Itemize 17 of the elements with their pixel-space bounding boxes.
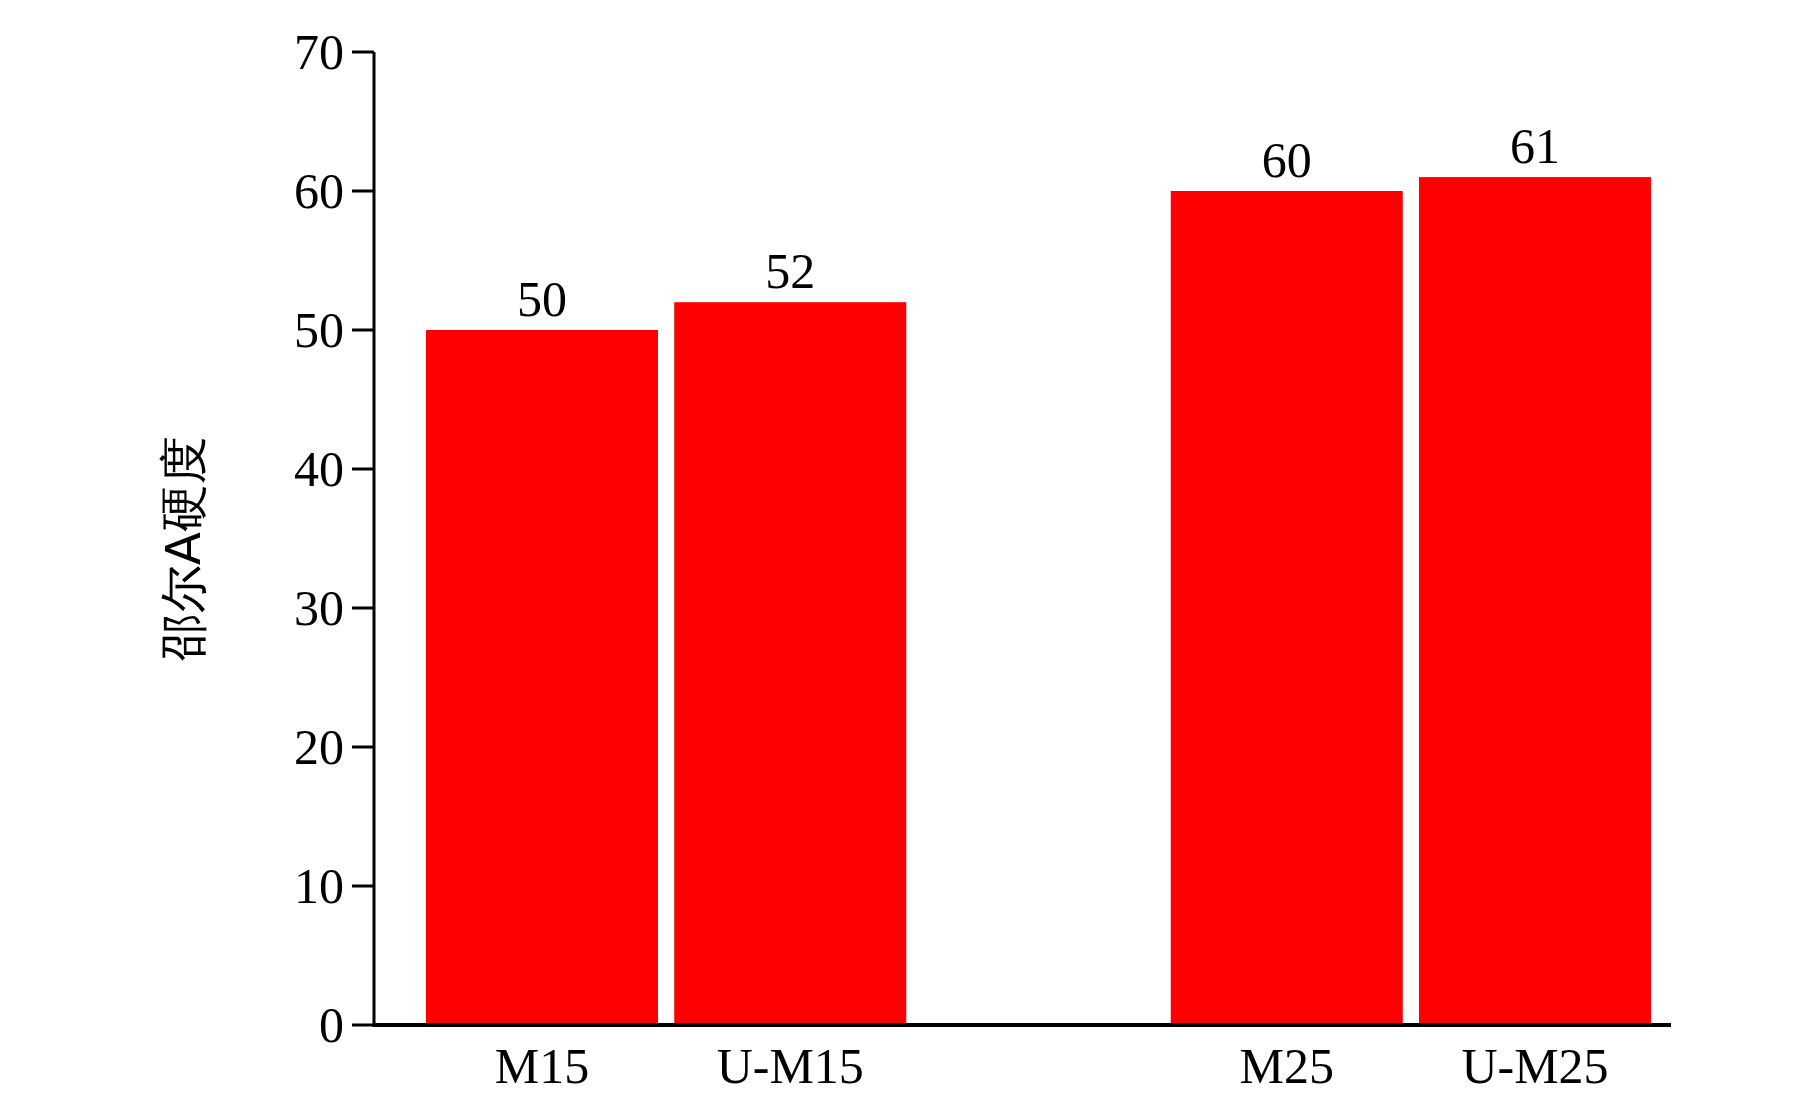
data-label: 50: [517, 271, 567, 327]
x-tick-label: U-M15: [716, 1038, 864, 1094]
x-tick-label: M15: [494, 1038, 590, 1094]
y-axis-title: 邵尔A硬度: [155, 436, 211, 661]
y-tick-label: 70: [294, 24, 344, 80]
data-label: 61: [1510, 118, 1560, 175]
y-tick-label: 10: [294, 858, 344, 914]
x-tick-label: U-M25: [1461, 1038, 1609, 1094]
y-tick-label: 0: [319, 997, 344, 1053]
data-label: 60: [1261, 132, 1312, 188]
y-tick-label: 60: [294, 163, 344, 219]
y-tick-label: 20: [294, 719, 344, 775]
y-tick-label: 50: [294, 302, 344, 358]
x-tick-label: M25: [1239, 1038, 1334, 1094]
y-tick-label: 40: [294, 441, 344, 497]
data-label: 52: [765, 243, 816, 300]
y-tick-label: 30: [294, 580, 344, 636]
